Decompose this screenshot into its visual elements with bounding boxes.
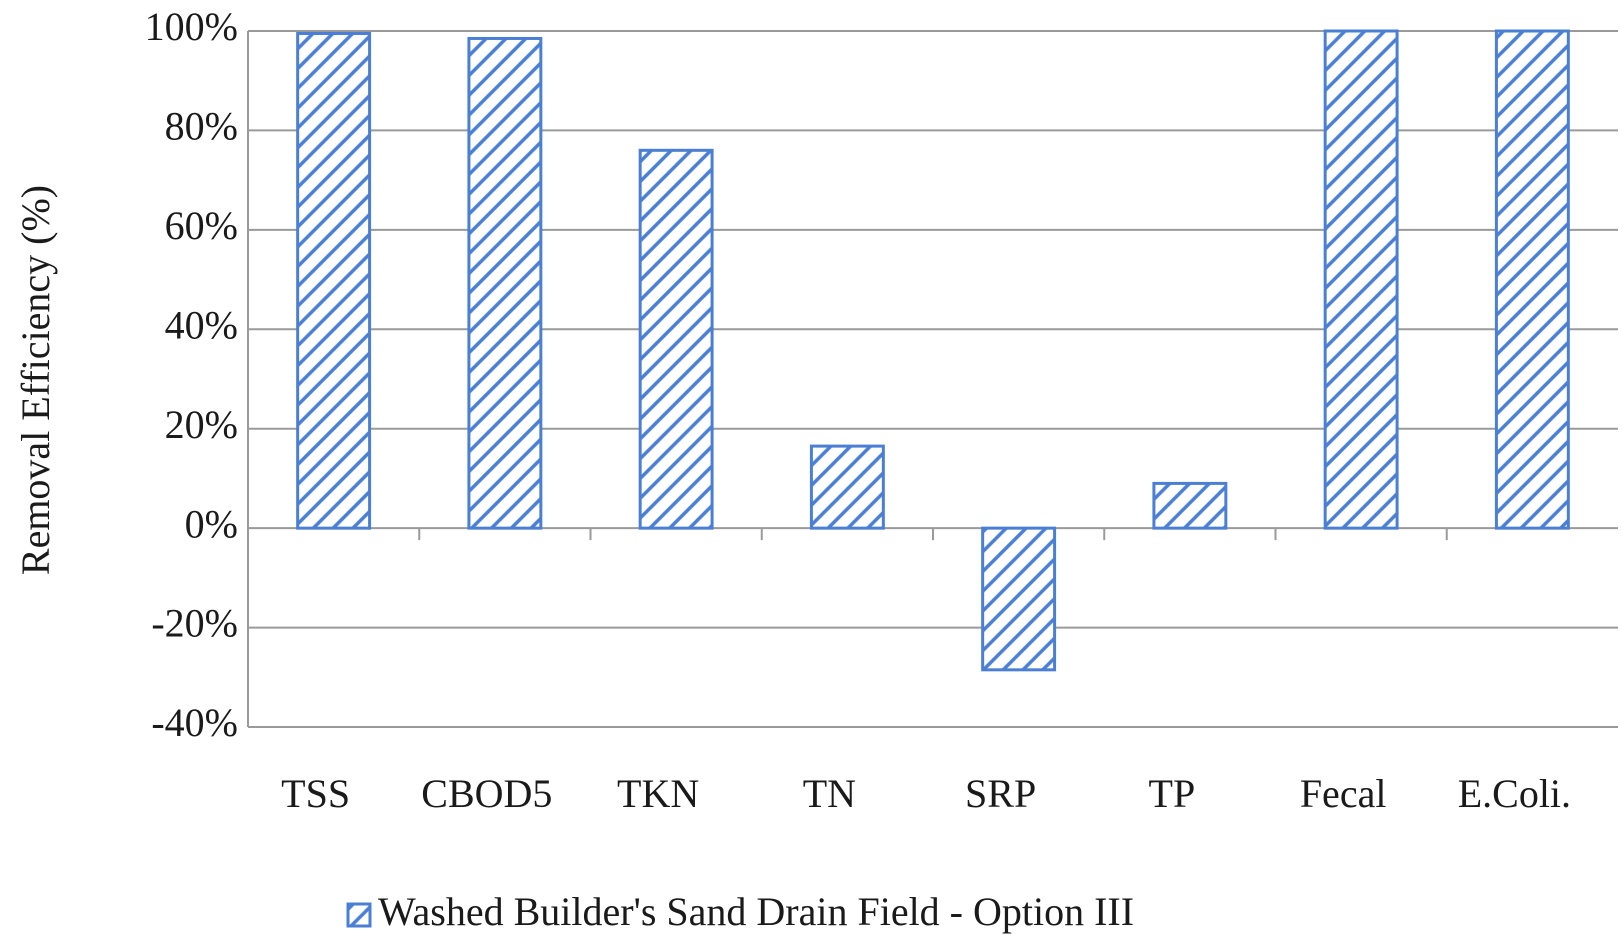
y-tick-label: 100% <box>145 4 238 49</box>
x-tick-label: TN <box>803 771 856 816</box>
legend-label: Washed Builder's Sand Drain Field - Opti… <box>378 889 1134 934</box>
x-tick-label: TP <box>1149 771 1196 816</box>
y-axis-label: Removal Efficiency (%) <box>13 185 58 575</box>
bar <box>467 36 543 530</box>
x-tick-label: TKN <box>617 771 699 816</box>
y-tick-label: 80% <box>165 104 238 149</box>
y-tick-label: 20% <box>165 402 238 447</box>
y-tick-label: 40% <box>165 302 238 347</box>
bar <box>981 526 1057 672</box>
x-tick-label: TSS <box>281 771 350 816</box>
bar <box>296 31 372 530</box>
legend-swatch <box>346 902 372 928</box>
bar <box>638 148 714 530</box>
bar <box>1323 29 1399 530</box>
y-tick-label: 0% <box>185 501 238 546</box>
bar <box>1152 481 1228 530</box>
bar <box>809 444 885 530</box>
x-tick-label: CBOD5 <box>421 771 552 816</box>
y-tick-label: -20% <box>151 601 238 646</box>
y-tick-label: 60% <box>165 203 238 248</box>
x-tick-label: E.Coli. <box>1458 771 1571 816</box>
x-tick-label: SRP <box>965 771 1036 816</box>
x-tick-label: Fecal <box>1300 771 1387 816</box>
y-tick-label: -40% <box>151 700 238 745</box>
bar <box>1494 29 1570 530</box>
